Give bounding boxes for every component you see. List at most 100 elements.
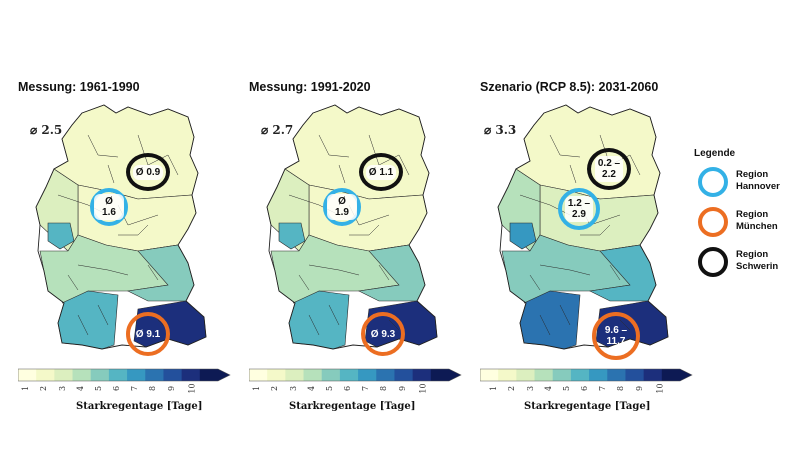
- colorbar-segment: [199, 369, 219, 381]
- colorbar-segment: [267, 369, 286, 381]
- muenchen-value: Ø 9.1: [135, 328, 161, 340]
- legend-label: Region Hannover: [736, 169, 780, 192]
- germany-average: ⌀ 2.5: [30, 123, 63, 137]
- map-panel-1991-2020: Messung: 1991-2020 ⌀ 2.7 Ø 1.1 Ø 1.9 Ø 9…: [249, 0, 489, 475]
- district-boundary: [167, 154, 179, 176]
- district-boundary: [539, 264, 591, 276]
- colorbar-segment: [394, 369, 414, 381]
- hannover-region-marker: Ø 1.6: [90, 188, 128, 226]
- district-boundary: [77, 264, 129, 276]
- colorbar-border: [480, 368, 693, 382]
- colorbar-tick-label: 3: [525, 385, 535, 392]
- district-boundary: [147, 264, 159, 281]
- panel-title: Messung: 1991-2020: [249, 80, 371, 94]
- colorbar-extend-arrow: [449, 369, 461, 381]
- district-boundary: [378, 264, 390, 281]
- muenchen-value: 9.6 – 11.7: [604, 325, 628, 347]
- colorbar-tick-label: 8: [148, 385, 158, 392]
- colorbar-segment: [249, 369, 268, 381]
- hannover-ring-icon: [698, 167, 728, 197]
- hannover-region-marker: Ø 1.9: [323, 188, 361, 226]
- colorbar: [249, 368, 462, 382]
- germany-outline: [35, 104, 207, 350]
- schwerin-ring-icon: [698, 247, 728, 277]
- legend-item-schwerin: Region Schwerin: [694, 245, 789, 283]
- colorbar-tick-label: 6: [580, 385, 590, 392]
- district-boundary: [308, 314, 320, 336]
- colorbar-tick-label: 10: [187, 383, 197, 394]
- colorbar: [18, 368, 231, 382]
- colorbar-tick-label: 10: [418, 383, 428, 394]
- germany-outline: [497, 104, 669, 350]
- colorbar-tick-label: 4: [75, 385, 85, 392]
- panel-title: Szenario (RCP 8.5): 2031-2060: [480, 80, 659, 94]
- colorbar-ticks: 1 2 3 4 5 6 7 8 9 10: [239, 380, 454, 400]
- colorbar-segment: [607, 369, 626, 381]
- district-boundary: [549, 134, 581, 158]
- district-boundary: [569, 164, 577, 184]
- legend: Legende Region Hannover Region München R…: [694, 148, 789, 285]
- muenchen-region-marker: Ø 9.3: [361, 312, 405, 356]
- schwerin-value: Ø 1.1: [365, 164, 397, 180]
- germany-average: ⌀ 2.7: [261, 123, 294, 137]
- map-panel-2031-2060: Szenario (RCP 8.5): 2031-2060 ⌀ 3.3 0.2 …: [480, 0, 720, 475]
- colorbar-segment: [36, 369, 55, 381]
- district-boundary: [107, 164, 115, 184]
- germany-map: [266, 104, 438, 350]
- colorbar-segment: [339, 369, 359, 381]
- colorbar-tick-label: 2: [270, 385, 280, 392]
- colorbar-segment: [285, 369, 305, 381]
- colorbar-tick-label: 7: [130, 385, 140, 392]
- colorbar-ticks: 1 2 3 4 5 6 7 8 9 10: [8, 380, 223, 400]
- colorbar-segment: [570, 369, 590, 381]
- colorbar-tick-label: 1: [252, 385, 262, 392]
- district-boundary: [559, 304, 571, 326]
- colorbar-segment: [108, 369, 128, 381]
- hannover-value: 1.2 – 2.9: [564, 196, 594, 222]
- colorbar-segment: [72, 369, 92, 381]
- colorbar-tick-label: 6: [112, 385, 122, 392]
- colorbar-segment: [498, 369, 517, 381]
- colorbar-segment: [54, 369, 74, 381]
- district-boundary: [87, 134, 119, 158]
- muenchen-value: Ø 9.3: [370, 328, 396, 340]
- colorbar: [480, 368, 693, 382]
- colorbar-ticks: 1 2 3 4 5 6 7 8 9 10: [476, 380, 691, 400]
- district-boundary: [609, 264, 621, 281]
- map-panel-1961-1990: Messung: 1961-1990 ⌀ 2.5 Ø 0.9 Ø 1.6 Ø 9…: [18, 0, 258, 475]
- legend-title: Legende: [694, 148, 736, 159]
- colorbar-tick-label: 10: [655, 383, 665, 394]
- colorbar-tick-label: 5: [93, 385, 103, 392]
- district-boundary: [308, 264, 360, 276]
- district-boundary: [318, 134, 350, 158]
- colorbar-segment: [625, 369, 645, 381]
- colorbar-tick-label: 4: [306, 385, 316, 392]
- colorbar-tick-label: 1: [489, 385, 499, 392]
- colorbar-label: Starkregentage [Tage]: [76, 401, 203, 412]
- colorbar-tick-label: 9: [166, 385, 176, 392]
- district-boundary: [328, 304, 340, 326]
- colorbar-extend-arrow: [218, 369, 230, 381]
- colorbar-segment: [358, 369, 377, 381]
- germany-outline: [266, 104, 438, 350]
- colorbar-segment: [552, 369, 572, 381]
- colorbar-border: [18, 368, 231, 382]
- hannover-region-marker: 1.2 – 2.9: [558, 188, 600, 230]
- district-boundary: [118, 224, 149, 236]
- colorbar-segment: [430, 369, 450, 381]
- colorbar-segment: [18, 369, 37, 381]
- germany-average: ⌀ 3.3: [484, 123, 517, 137]
- district-boundary: [629, 154, 641, 176]
- legend-item-muenchen: Region München: [694, 205, 789, 243]
- colorbar-tick-label: 5: [561, 385, 571, 392]
- district-boundary: [398, 154, 410, 176]
- colorbar-border: [249, 368, 462, 382]
- colorbar-segment: [376, 369, 395, 381]
- colorbar-tick-label: 5: [324, 385, 334, 392]
- colorbar-segment: [181, 369, 201, 381]
- legend-label: Region Schwerin: [736, 249, 779, 272]
- colorbar-tick-label: 2: [39, 385, 49, 392]
- panel-title: Messung: 1961-1990: [18, 80, 140, 94]
- colorbar-label: Starkregentage [Tage]: [289, 401, 416, 412]
- schwerin-region-marker: 0.2 – 2.2: [587, 148, 631, 190]
